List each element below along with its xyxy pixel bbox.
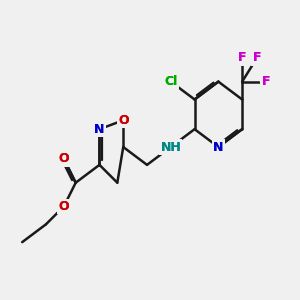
Text: O: O: [58, 200, 69, 213]
Text: N: N: [94, 123, 105, 136]
Circle shape: [261, 76, 271, 87]
Text: O: O: [118, 114, 129, 127]
Text: N: N: [94, 123, 105, 136]
Text: F: F: [238, 51, 246, 64]
Circle shape: [163, 139, 179, 155]
Text: O: O: [58, 152, 69, 165]
Circle shape: [213, 142, 224, 152]
Text: NH: NH: [160, 140, 181, 154]
Text: Cl: Cl: [164, 75, 177, 88]
Text: F: F: [253, 51, 261, 64]
Text: O: O: [118, 114, 129, 127]
Circle shape: [58, 154, 69, 164]
Circle shape: [94, 124, 105, 134]
Text: F: F: [238, 51, 246, 64]
Circle shape: [163, 73, 179, 90]
Text: Cl: Cl: [164, 75, 177, 88]
Text: O: O: [58, 200, 69, 213]
Text: N: N: [213, 140, 224, 154]
Text: F: F: [262, 75, 270, 88]
Circle shape: [118, 115, 129, 126]
Circle shape: [237, 52, 248, 63]
Text: NH: NH: [160, 140, 181, 154]
Circle shape: [252, 52, 262, 63]
Text: O: O: [58, 152, 69, 165]
Text: F: F: [253, 51, 261, 64]
Text: F: F: [262, 75, 270, 88]
Circle shape: [58, 201, 69, 212]
Text: N: N: [213, 140, 224, 154]
